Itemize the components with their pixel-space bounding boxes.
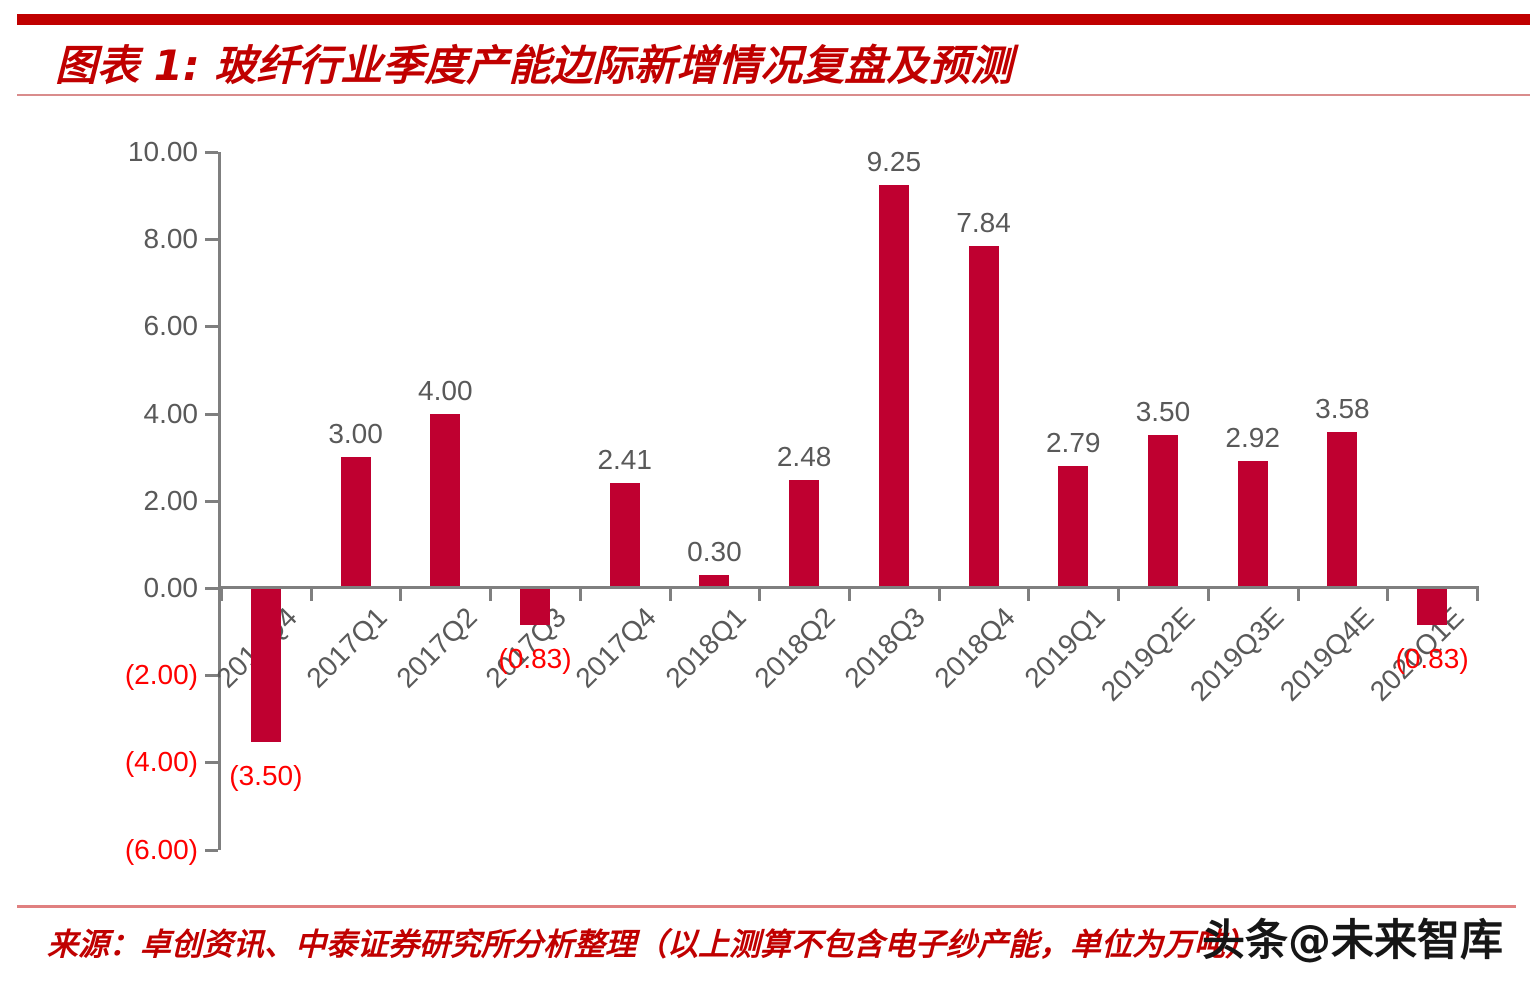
x-axis-tick — [220, 586, 223, 601]
x-axis-tick — [758, 586, 762, 601]
y-axis-label: (2.00) — [124, 659, 198, 691]
x-axis-tick — [1296, 586, 1300, 601]
value-label: 3.50 — [1135, 396, 1191, 428]
y-axis-label: 4.00 — [143, 397, 199, 429]
x-axis-tick — [1117, 586, 1121, 601]
bar-2018Q1 — [699, 574, 730, 588]
value-label: (0.83) — [498, 643, 572, 675]
x-axis-label: 2019Q3E — [1184, 601, 1290, 707]
bar-2018Q2 — [789, 479, 820, 588]
bar-2017Q2 — [430, 413, 461, 588]
y-axis-label: 6.00 — [143, 310, 199, 342]
value-label: 2.79 — [1045, 427, 1101, 459]
y-axis-tick — [205, 587, 218, 590]
bar-2020Q1E — [1417, 589, 1448, 626]
y-axis-label: 2.00 — [143, 484, 199, 516]
value-label: 9.25 — [866, 145, 922, 177]
value-label: (0.83) — [1395, 643, 1469, 675]
x-axis-tick — [578, 586, 582, 601]
x-axis-label: 2019Q1 — [1018, 601, 1111, 694]
y-axis-label: 0.00 — [143, 572, 199, 603]
value-label: (3.50) — [229, 759, 303, 791]
y-axis-tick — [205, 151, 218, 154]
value-label: 2.48 — [776, 440, 832, 472]
x-axis-tick — [1475, 586, 1479, 601]
x-axis-line — [221, 586, 1477, 589]
y-axis-line — [218, 152, 221, 850]
value-label: 3.58 — [1315, 392, 1370, 424]
y-axis-label: 10.00 — [127, 136, 198, 167]
x-axis-tick — [309, 586, 313, 601]
y-axis-label: (4.00) — [124, 746, 198, 778]
y-axis-tick — [205, 499, 218, 503]
value-label: 4.00 — [418, 374, 473, 406]
x-axis-tick — [937, 586, 941, 601]
value-label: 0.30 — [687, 535, 742, 567]
y-axis-tick — [205, 238, 218, 242]
x-axis-tick — [668, 586, 672, 601]
bar-2018Q4 — [968, 246, 999, 588]
y-axis-tick — [205, 848, 218, 852]
bar-2018Q3 — [878, 184, 909, 588]
x-axis-tick — [1027, 586, 1031, 601]
figure-title: 图表 1: 玻纤行业季度产能边际新增情况复盘及预测 — [55, 41, 1013, 90]
x-axis-label: 2018Q3 — [838, 601, 932, 694]
watermark: 头条@未来智库 — [1202, 916, 1503, 966]
y-axis-label: 8.00 — [143, 223, 199, 255]
title-divider-line — [17, 94, 1530, 96]
value-label: 2.41 — [597, 443, 652, 475]
value-label: 2.92 — [1225, 421, 1280, 453]
footer-divider-line — [17, 905, 1516, 908]
bar-2019Q3E — [1237, 460, 1268, 588]
x-axis-label: 2017Q1 — [300, 601, 393, 694]
value-label: 7.84 — [956, 207, 1011, 239]
bar-2019Q1 — [1058, 466, 1089, 588]
bar-2017Q1 — [340, 457, 371, 588]
source-note: 来源：卓创资讯、中泰证券研究所分析整理（以上测算不包含电子纱产能，单位为万吨） — [47, 927, 1256, 963]
bar-2019Q2E — [1147, 435, 1178, 588]
y-axis-tick — [205, 674, 218, 678]
bar-2017Q4 — [609, 482, 640, 588]
value-label: 3.00 — [328, 418, 383, 450]
x-axis-label: 2018Q1 — [659, 601, 752, 694]
y-axis-tick — [205, 761, 218, 765]
x-axis-label: 2018Q4 — [928, 601, 1021, 694]
x-axis-tick — [1206, 586, 1210, 601]
bar-2017Q3 — [519, 589, 550, 626]
x-axis-label: 2018Q2 — [748, 601, 842, 694]
y-axis-label: (6.00) — [124, 833, 198, 865]
x-axis-tick — [847, 586, 851, 601]
y-axis-tick — [205, 325, 218, 329]
x-axis-tick — [489, 586, 493, 601]
x-axis-label: 2019Q2E — [1094, 601, 1201, 707]
top-red-bar — [17, 14, 1530, 25]
bar-2019Q4E — [1327, 431, 1358, 588]
y-axis-tick — [205, 412, 218, 416]
bar-2016Q4 — [250, 589, 281, 742]
x-axis-tick — [399, 586, 403, 601]
x-axis-tick — [1386, 586, 1390, 601]
